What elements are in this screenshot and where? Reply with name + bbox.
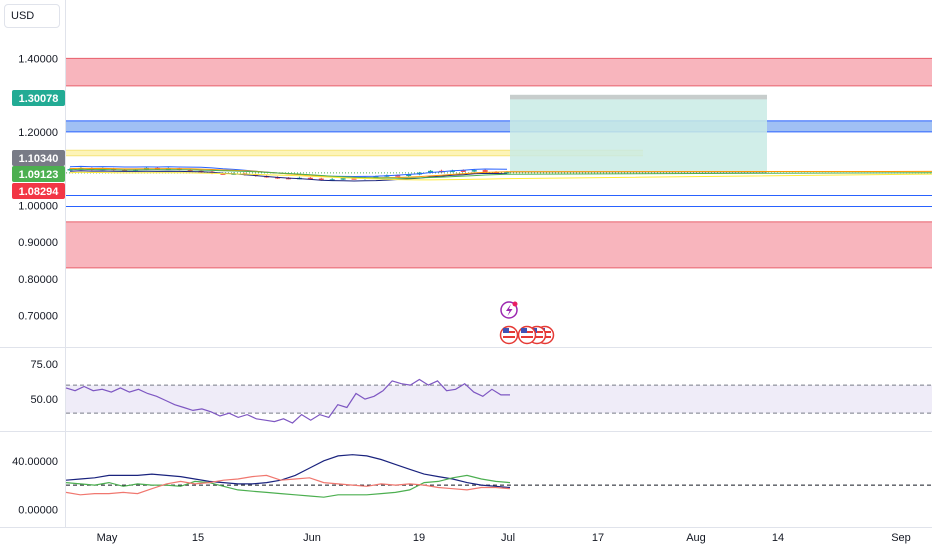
indicator-line (69, 170, 508, 182)
candle (428, 170, 434, 173)
price-tick-label: 0.80000 (18, 274, 58, 286)
price-axis: 1.40000 1.20000 1.00000 0.90000 0.80000 0.700… (18, 53, 58, 322)
rsi-band (66, 385, 932, 414)
candle (318, 178, 324, 181)
adx-tick-label: 0.00000 (18, 504, 58, 516)
candle (471, 170, 477, 172)
candle (307, 177, 313, 180)
time-tick-label: May (97, 532, 118, 544)
flag-canton (503, 328, 509, 333)
adx-line (65, 454, 511, 489)
flag-canton (521, 328, 527, 333)
candle (67, 168, 73, 171)
currency-button[interactable]: USD (4, 4, 60, 28)
price-badge-label: 1.10340 (19, 153, 59, 165)
time-tick-label: Jul (501, 532, 515, 544)
flag-stripe (531, 336, 543, 338)
price-badges: 1.30078 1.10340 1.09123 1.08294 (12, 90, 65, 199)
price-tick-label: 0.90000 (18, 237, 58, 249)
price-badge-label: 1.08294 (19, 186, 60, 198)
rsi-line (65, 378, 510, 424)
price-badge-last (12, 166, 65, 182)
price-tick-label: 1.00000 (18, 200, 58, 212)
candle (373, 176, 379, 178)
zone-demand (66, 221, 932, 268)
di-minus-line (65, 474, 511, 496)
candle (340, 178, 346, 180)
price-badge-tp (12, 90, 65, 106)
price-badge-label: 1.09123 (19, 169, 59, 181)
indicator-line (69, 168, 932, 179)
flag-stripe (521, 336, 533, 338)
time-tick-label: Aug (686, 532, 706, 544)
candle (220, 173, 226, 175)
rsi-tick-label: 75.00 (30, 359, 58, 371)
time-axis: May 15 Jun 19 Jul 17 Aug 14 Sep (0, 527, 932, 544)
time-tick-label: 19 (413, 532, 425, 544)
rsi-pane: 75.00 50.00 (30, 359, 932, 424)
price-badge-label: 1.30078 (19, 93, 59, 105)
position-target-zone (510, 94, 767, 172)
price-badge-low (12, 183, 65, 199)
adx-tick-label: 40.00000 (12, 456, 58, 468)
event-dot (512, 301, 518, 307)
price-pane (0, 0, 932, 527)
event-markers[interactable] (499, 301, 555, 345)
rsi-tick-label: 50.00 (30, 394, 58, 406)
time-tick-label: Sep (891, 532, 911, 544)
time-tick-label: 17 (592, 532, 604, 544)
candle (406, 174, 412, 176)
candle (460, 170, 466, 172)
time-tick-label: 15 (192, 532, 204, 544)
indicator-line (69, 171, 932, 181)
price-badge-high (12, 150, 65, 166)
price-tick-label: 0.70000 (18, 311, 58, 323)
adx-pane: 40.00000 0.00000 (12, 454, 932, 516)
candle (329, 179, 335, 181)
time-tick-label: 14 (772, 532, 784, 544)
price-tick-label: 1.40000 (18, 53, 58, 65)
candle (395, 175, 401, 177)
candle (504, 171, 510, 174)
zone-level (66, 150, 643, 156)
price-tick-label: 1.20000 (18, 127, 58, 139)
di-plus-line (65, 474, 511, 498)
flag-stripe (503, 336, 515, 338)
candle (351, 178, 357, 180)
zone-supply (66, 58, 932, 86)
candle (187, 169, 193, 172)
time-tick-label: Jun (303, 532, 321, 544)
zone-resistance (66, 120, 932, 132)
position-stop-zone (510, 94, 767, 100)
candle (493, 171, 499, 174)
lightning-icon-glyph (506, 304, 513, 316)
candle (482, 170, 488, 172)
